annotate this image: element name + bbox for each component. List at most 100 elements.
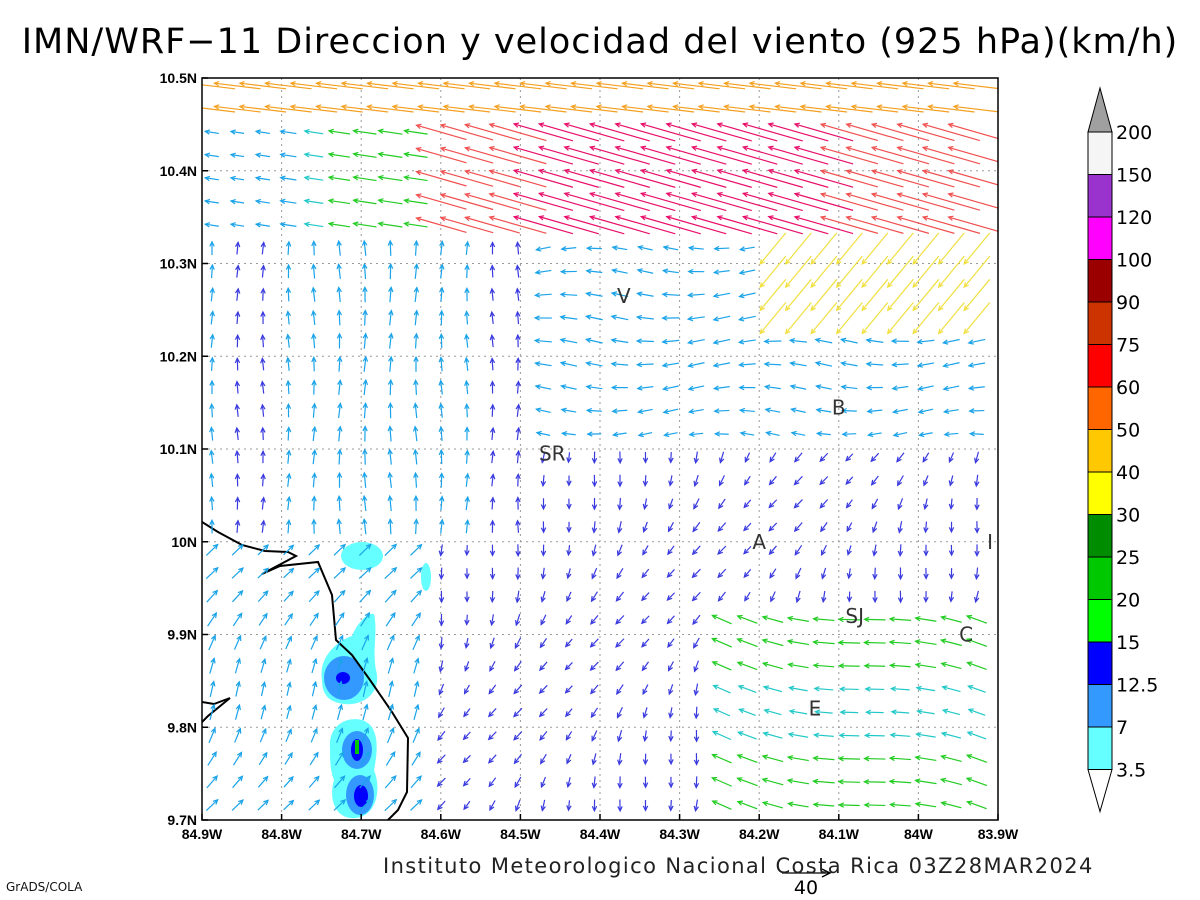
wind-vector: [285, 240, 292, 255]
wind-vector: [415, 193, 467, 210]
wind-vector: [438, 614, 445, 627]
wind-vector: [687, 408, 704, 414]
wind-vector: [717, 591, 726, 602]
wind-vector: [413, 332, 419, 349]
wind-vector: [711, 614, 732, 625]
wind-vector: [362, 657, 369, 674]
wind-vector: [315, 104, 363, 113]
wind-vector: [257, 544, 270, 556]
wind-vector: [358, 566, 372, 580]
wind-vector: [835, 255, 863, 289]
wind-vector: [488, 215, 547, 234]
wind-vector: [723, 104, 771, 113]
wind-vector: [303, 221, 324, 228]
wind-vector: [914, 755, 937, 762]
wind-vector: [819, 169, 879, 188]
wind-vector: [413, 494, 419, 511]
wind-vector: [812, 755, 835, 762]
wind-vector: [615, 684, 624, 696]
wind-vector: [646, 81, 695, 90]
wind-vector: [864, 709, 884, 716]
wind-vector: [845, 122, 904, 142]
wind-vector: [388, 332, 394, 349]
wind-vector: [311, 402, 317, 418]
wind-vector: [533, 292, 552, 298]
wind-vector: [468, 104, 516, 113]
colorbar-label: 3.5: [1116, 760, 1146, 782]
wind-vector: [719, 451, 725, 464]
wind-vector: [311, 332, 317, 349]
wind-vector: [974, 590, 980, 604]
wind-vector: [744, 591, 751, 602]
wind-vector: [784, 278, 812, 312]
wind-vector: [716, 191, 778, 212]
wind-vector: [897, 521, 903, 534]
wind-vector: [892, 431, 908, 438]
wind-vector: [965, 638, 988, 647]
wind-vector: [693, 637, 700, 649]
wind-vector: [914, 639, 937, 646]
colorbar-segment: [1087, 259, 1113, 303]
wind-vector: [560, 407, 577, 413]
wind-vector: [377, 221, 403, 228]
wind-vector: [767, 168, 829, 188]
wind-vector: [257, 590, 269, 603]
wind-vector: [769, 452, 777, 463]
wind-vector: [591, 776, 598, 789]
wind-vector: [784, 255, 812, 289]
wind-vector: [333, 589, 346, 603]
wind-vector: [870, 215, 930, 234]
wind-vector: [535, 430, 551, 437]
wind-vector: [493, 81, 542, 90]
wind-vector: [464, 495, 470, 511]
wind-vector: [793, 122, 854, 142]
wind-vector: [761, 800, 784, 809]
wind-vector: [403, 174, 428, 182]
wind-vector: [639, 145, 701, 165]
wind-vector: [872, 521, 878, 534]
wind-vector: [493, 104, 542, 113]
wind-vector: [813, 709, 833, 715]
wind-vector: [947, 169, 998, 186]
wind-vector: [340, 81, 389, 90]
wind-vector: [585, 291, 603, 297]
wind-vector: [890, 709, 910, 715]
wind-vector: [464, 333, 470, 348]
wind-vector: [665, 168, 727, 188]
coastline: [202, 521, 410, 820]
wind-vector: [761, 638, 784, 647]
wind-vector: [209, 356, 215, 371]
wind-vector: [235, 680, 241, 697]
wind-vector: [948, 591, 955, 603]
wind-vector: [667, 638, 675, 649]
wind-vector: [537, 191, 599, 212]
wind-vector: [412, 448, 419, 465]
wind-vector: [774, 81, 822, 90]
wind-vector: [336, 448, 343, 465]
wind-vector: [289, 81, 338, 90]
colorbar-label: 90: [1116, 292, 1140, 314]
wind-vector: [311, 495, 317, 511]
wind-vector: [285, 333, 291, 348]
wind-vector: [359, 774, 372, 789]
wind-vector: [362, 703, 369, 721]
wind-vector: [361, 726, 369, 744]
wind-vector: [512, 215, 574, 235]
wind-vector: [438, 309, 445, 325]
wind-vector: [639, 168, 701, 188]
wind-vector: [819, 499, 829, 509]
wind-vector: [923, 544, 929, 557]
wind-vector: [840, 361, 858, 367]
wind-vector: [965, 777, 988, 787]
wind-vector: [590, 684, 599, 695]
wind-vector: [942, 362, 960, 368]
wind-vector: [738, 292, 756, 299]
wind-vector: [814, 337, 833, 344]
wind-vector: [665, 215, 727, 235]
wind-vector: [352, 198, 377, 205]
wind-vector: [712, 684, 731, 694]
wind-vector: [260, 380, 266, 394]
colorbar-label: 200: [1116, 122, 1152, 144]
wind-vector: [616, 707, 624, 719]
wind-vector: [889, 686, 910, 692]
